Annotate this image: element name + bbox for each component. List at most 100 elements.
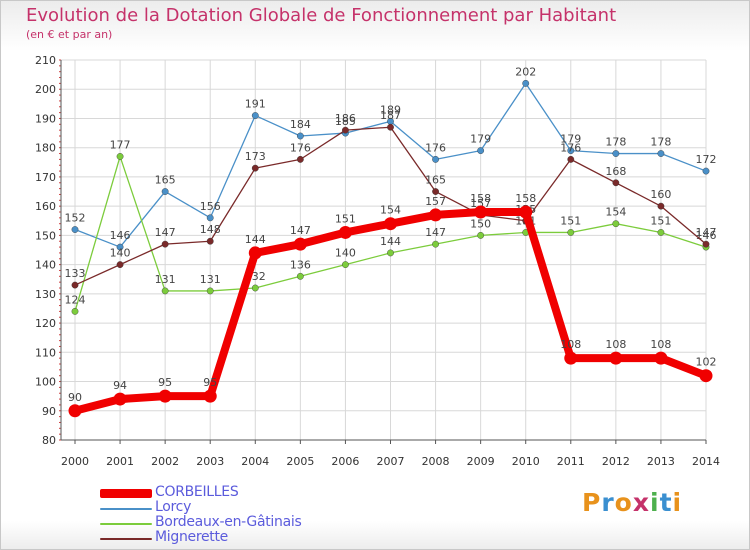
data-point-bordeaux-en-g-tinais bbox=[477, 231, 485, 239]
data-label-mignerette: 140 bbox=[110, 247, 131, 260]
data-label-mignerette: 173 bbox=[245, 150, 266, 163]
x-tick-label: 2007 bbox=[377, 455, 405, 468]
data-label-bordeaux-en-g-tinais: 150 bbox=[470, 217, 491, 230]
logo-letter: P bbox=[582, 488, 602, 517]
x-tick-label: 2008 bbox=[422, 455, 450, 468]
data-label-corbeilles: 144 bbox=[245, 233, 266, 246]
data-point-corbeilles bbox=[654, 351, 668, 365]
y-tick-label: 200 bbox=[35, 83, 56, 96]
legend-label: Lorcy bbox=[155, 499, 192, 515]
y-tick-label: 80 bbox=[42, 434, 56, 447]
data-label-lorcy: 152 bbox=[65, 212, 86, 225]
y-tick-label: 100 bbox=[35, 376, 56, 389]
data-point-lorcy bbox=[296, 132, 304, 140]
data-point-lorcy bbox=[702, 167, 710, 175]
data-label-mignerette: 133 bbox=[65, 267, 86, 280]
data-point-corbeilles bbox=[338, 225, 352, 239]
logo-letter: r bbox=[601, 488, 615, 517]
x-tick-label: 2014 bbox=[692, 455, 720, 468]
data-label-bordeaux-en-g-tinais: 146 bbox=[696, 229, 717, 242]
data-label-bordeaux-en-g-tinais: 151 bbox=[560, 214, 581, 227]
data-point-lorcy bbox=[116, 243, 124, 251]
data-label-lorcy: 189 bbox=[380, 103, 401, 116]
data-point-mignerette bbox=[702, 240, 710, 248]
data-label-mignerette: 147 bbox=[696, 226, 717, 239]
logo-letter: i bbox=[650, 488, 660, 517]
data-point-bordeaux-en-g-tinais bbox=[116, 153, 124, 160]
data-point-bordeaux-en-g-tinais bbox=[71, 307, 79, 315]
data-label-lorcy: 184 bbox=[290, 118, 311, 131]
y-tick-label: 150 bbox=[35, 229, 56, 242]
y-tick-label: 120 bbox=[35, 317, 56, 330]
legend-label: CORBEILLES bbox=[155, 484, 239, 500]
logo-letter: o bbox=[614, 488, 633, 517]
data-point-bordeaux-en-g-tinais bbox=[567, 229, 575, 236]
data-point-lorcy bbox=[71, 226, 79, 233]
data-label-corbeilles: 90 bbox=[68, 391, 82, 404]
data-point-mignerette bbox=[432, 188, 439, 195]
data-label-mignerette: 148 bbox=[200, 223, 221, 236]
data-label-lorcy: 156 bbox=[200, 200, 221, 213]
data-label-bordeaux-en-g-tinais: 131 bbox=[200, 273, 221, 286]
data-point-mignerette bbox=[296, 155, 304, 163]
data-label-corbeilles: 154 bbox=[380, 204, 401, 217]
data-label-lorcy: 165 bbox=[155, 174, 176, 187]
legend-item: Bordeaux-en-Gâtinais bbox=[100, 514, 360, 531]
data-point-mignerette bbox=[161, 240, 169, 248]
data-label-mignerette: 186 bbox=[335, 112, 356, 125]
data-point-lorcy bbox=[567, 147, 575, 155]
data-label-lorcy: 179 bbox=[470, 133, 491, 146]
data-label-mignerette: 168 bbox=[605, 165, 626, 178]
legend-swatch bbox=[100, 508, 152, 510]
data-label-corbeilles: 94 bbox=[113, 379, 127, 392]
x-tick-label: 2003 bbox=[196, 455, 224, 468]
legend-label: Bordeaux-en-Gâtinais bbox=[155, 514, 302, 530]
data-point-corbeilles bbox=[113, 392, 127, 406]
data-point-bordeaux-en-g-tinais bbox=[206, 287, 214, 295]
data-point-bordeaux-en-g-tinais bbox=[251, 284, 259, 292]
data-point-corbeilles bbox=[158, 389, 172, 403]
legend-item: CORBEILLES bbox=[100, 484, 360, 501]
legend-swatch bbox=[100, 523, 152, 525]
chart-subtitle: (en € et par an) bbox=[26, 28, 113, 41]
data-label-corbeilles: 158 bbox=[515, 192, 536, 205]
y-tick-label: 130 bbox=[35, 288, 56, 301]
data-point-mignerette bbox=[567, 155, 575, 163]
data-label-corbeilles: 157 bbox=[425, 195, 446, 208]
data-label-mignerette: 157 bbox=[470, 197, 491, 210]
data-label-bordeaux-en-g-tinais: 144 bbox=[380, 235, 401, 248]
y-tick-label: 210 bbox=[35, 54, 56, 67]
data-label-mignerette: 187 bbox=[380, 109, 401, 122]
data-label-mignerette: 147 bbox=[155, 226, 176, 239]
x-tick-label: 2001 bbox=[106, 455, 134, 468]
data-point-bordeaux-en-g-tinais bbox=[342, 261, 349, 269]
logo-letter: t bbox=[659, 488, 673, 517]
data-point-mignerette bbox=[251, 164, 259, 172]
y-tick-label: 180 bbox=[35, 142, 56, 155]
y-tick-label: 140 bbox=[35, 259, 56, 272]
data-point-mignerette bbox=[342, 126, 349, 134]
x-tick-label: 2013 bbox=[647, 455, 675, 468]
data-point-corbeilles bbox=[699, 369, 713, 383]
data-label-bordeaux-en-g-tinais: 140 bbox=[335, 247, 356, 260]
data-point-lorcy bbox=[477, 147, 485, 155]
data-label-corbeilles: 147 bbox=[290, 224, 311, 237]
data-label-corbeilles: 102 bbox=[696, 356, 717, 369]
legend-item: Mignerette bbox=[100, 529, 360, 546]
y-tick-label: 160 bbox=[35, 200, 56, 213]
data-label-lorcy: 176 bbox=[425, 141, 446, 154]
data-label-corbeilles: 108 bbox=[650, 338, 671, 351]
x-tick-label: 2006 bbox=[331, 455, 359, 468]
legend-item: Lorcy bbox=[100, 499, 360, 516]
x-tick-label: 2005 bbox=[286, 455, 314, 468]
data-label-lorcy: 172 bbox=[696, 153, 717, 166]
x-tick-label: 2011 bbox=[557, 455, 585, 468]
data-point-corbeilles bbox=[293, 237, 307, 251]
data-point-lorcy bbox=[522, 79, 530, 87]
data-point-lorcy bbox=[251, 112, 259, 119]
x-tick-label: 2000 bbox=[61, 455, 89, 468]
data-point-lorcy bbox=[206, 214, 214, 222]
legend-swatch bbox=[100, 489, 152, 498]
data-label-lorcy: 178 bbox=[605, 136, 626, 149]
